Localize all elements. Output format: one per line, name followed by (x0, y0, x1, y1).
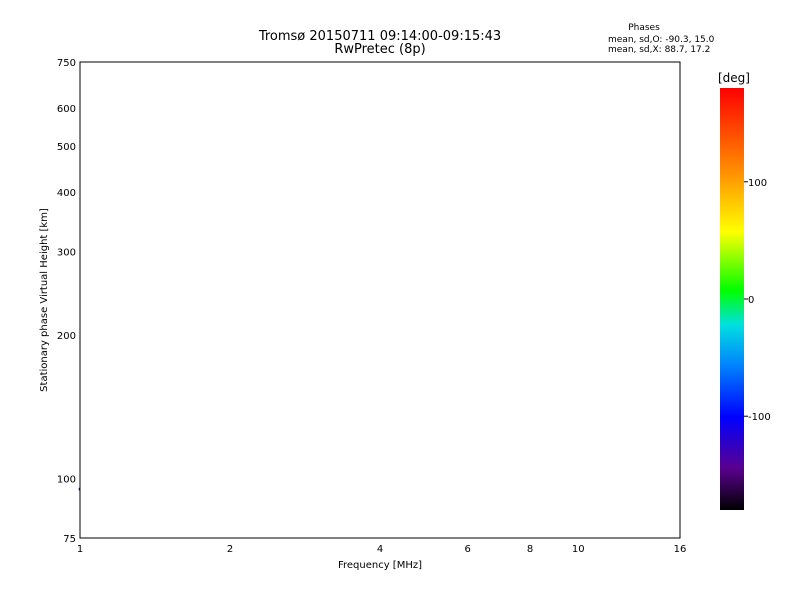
colorbar-tick-label: -100 (748, 412, 771, 423)
y-tick-label: 200 (57, 331, 76, 342)
y-tick-label: 600 (57, 104, 76, 115)
phase-stats-x: mean, sd,X: 88.7, 17.2 (608, 45, 710, 55)
x-tick-label: 6 (465, 544, 471, 555)
y-tick-label: 400 (57, 188, 76, 199)
axes: 1 2 4 6 8 10 16 75 100 200 300 400 500 600 750 (57, 58, 686, 555)
chart-title: Tromsø 20150711 09:14:00-09:15:43 (258, 29, 501, 44)
chart-subtitle: RwPretec (8p) (334, 42, 425, 57)
y-tick-label: 750 (57, 58, 76, 69)
colorbar-tick-label: 100 (748, 178, 767, 189)
x-tick-label: 16 (674, 544, 687, 555)
x-tick-label: 10 (572, 544, 585, 555)
x-axis-label: Frequency [MHz] (338, 560, 422, 571)
y-axis-label: Stationary phase Virtual Height [km] (39, 208, 50, 392)
plot-frame (79, 61, 681, 539)
y-tick-label: 75 (63, 534, 76, 545)
colorbar (720, 88, 744, 510)
colorbar-unit: [deg] (718, 71, 750, 85)
y-tick-label: 500 (57, 142, 76, 153)
x-tick-label: 2 (227, 544, 233, 555)
colorbar-tick-label: 0 (748, 295, 754, 306)
x-tick-label: 1 (77, 544, 83, 555)
y-tick-label: 300 (57, 247, 76, 258)
phase-stats-o: mean, sd,O: -90.3, 15.0 (608, 35, 715, 45)
colorbar-ticks: 100 0 -100 (744, 178, 771, 423)
x-tick-label: 8 (527, 544, 533, 555)
y-tick-label: 100 (57, 475, 76, 486)
x-tick-label: 4 (377, 544, 383, 555)
phase-stats-heading: Phases (628, 23, 660, 33)
